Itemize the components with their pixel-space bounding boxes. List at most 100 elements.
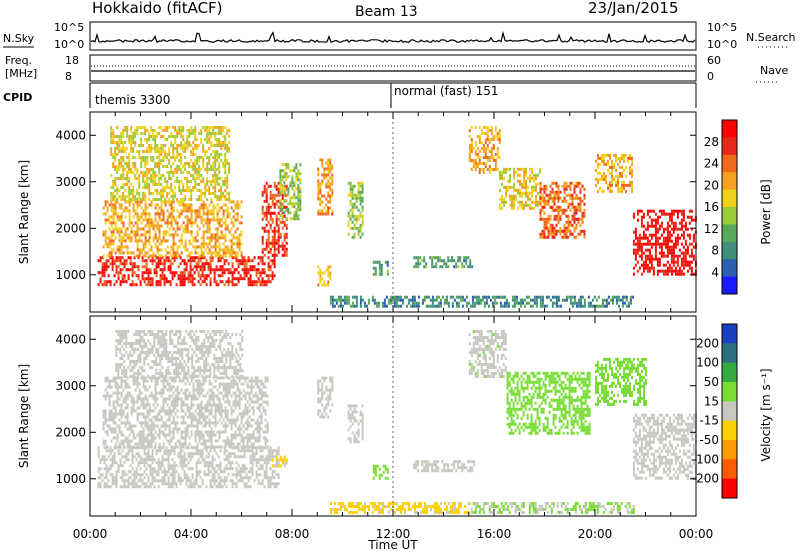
power-cell bbox=[259, 271, 262, 275]
power-cell bbox=[212, 212, 215, 216]
power-cell bbox=[571, 193, 574, 197]
power-cell bbox=[217, 283, 220, 287]
power-cell bbox=[480, 162, 483, 165]
power-cell bbox=[545, 235, 548, 239]
power-cell bbox=[118, 159, 121, 162]
velocity-cell bbox=[125, 479, 128, 483]
power-cell bbox=[471, 295, 474, 299]
power-cell bbox=[353, 304, 356, 308]
power-cell bbox=[644, 236, 647, 240]
power-cell bbox=[273, 238, 276, 242]
power-cell bbox=[124, 189, 127, 192]
power-cell bbox=[112, 248, 115, 252]
power-cell bbox=[559, 214, 562, 218]
power-cell bbox=[611, 162, 613, 166]
power-cell bbox=[455, 295, 458, 299]
power-cell bbox=[222, 141, 225, 144]
power-cell bbox=[533, 185, 535, 189]
power-cell bbox=[128, 251, 131, 255]
power-cell bbox=[656, 269, 659, 273]
power-cell bbox=[403, 295, 406, 299]
velocity-cell bbox=[195, 461, 198, 465]
power-cell bbox=[170, 200, 173, 204]
velocity-cell bbox=[197, 461, 200, 465]
velocity-cell bbox=[129, 476, 132, 480]
power-cell bbox=[535, 200, 537, 204]
power-cell bbox=[627, 301, 630, 305]
velocity-cell bbox=[183, 458, 186, 462]
power-cell bbox=[106, 245, 109, 249]
power-cell bbox=[170, 206, 173, 210]
power-cell bbox=[431, 262, 434, 266]
power-cell bbox=[128, 156, 131, 159]
power-cell bbox=[535, 301, 538, 305]
power-cell bbox=[349, 187, 352, 191]
power-cell bbox=[523, 176, 525, 180]
power-cell bbox=[505, 298, 508, 302]
power-cell bbox=[509, 176, 511, 180]
power-cell bbox=[569, 208, 572, 212]
power-cell bbox=[128, 153, 131, 156]
power-cell bbox=[148, 233, 151, 237]
power-cell bbox=[557, 217, 560, 221]
power-cell bbox=[607, 301, 610, 305]
power-cell bbox=[603, 174, 605, 178]
power-cell bbox=[271, 220, 274, 224]
power-cell bbox=[499, 295, 502, 299]
power-cell bbox=[468, 159, 471, 162]
power-cell bbox=[499, 301, 502, 305]
power-cell bbox=[117, 277, 120, 281]
power-cell bbox=[243, 259, 246, 263]
power-cell bbox=[191, 283, 194, 287]
power-cell bbox=[164, 239, 167, 243]
power-cell bbox=[553, 214, 556, 218]
power-cell bbox=[277, 190, 280, 194]
velocity-cell bbox=[119, 464, 122, 468]
power-cell bbox=[130, 168, 133, 171]
velocity-cell bbox=[209, 461, 212, 465]
power-cell bbox=[505, 188, 507, 192]
power-cell bbox=[124, 215, 127, 219]
power-cell bbox=[277, 229, 280, 233]
power-cell bbox=[417, 265, 420, 269]
power-cell bbox=[118, 147, 121, 150]
power-cell bbox=[269, 247, 272, 251]
power-cell bbox=[474, 144, 477, 147]
velocity-cell bbox=[157, 473, 160, 477]
power-cell bbox=[138, 239, 141, 243]
velocity-cell bbox=[127, 476, 130, 480]
power-cell bbox=[505, 301, 508, 305]
power-cell bbox=[224, 168, 227, 171]
velocity-cell bbox=[219, 476, 222, 480]
power-cell bbox=[561, 184, 564, 188]
power-cell bbox=[676, 227, 679, 231]
power-cell bbox=[519, 301, 522, 305]
power-cell bbox=[240, 200, 243, 204]
power-cell bbox=[325, 212, 328, 216]
velocity-region-1 bbox=[102, 376, 269, 449]
power-cell bbox=[271, 217, 274, 221]
power-cell bbox=[134, 129, 137, 132]
velocity-cell bbox=[235, 461, 238, 465]
power-cell bbox=[116, 141, 119, 144]
power-cell bbox=[170, 203, 173, 207]
velocity-cell bbox=[143, 470, 146, 474]
power-cell bbox=[615, 159, 617, 163]
power-cell bbox=[265, 238, 268, 242]
velocity-cell bbox=[271, 470, 274, 474]
power-cell bbox=[222, 248, 225, 252]
power-cell bbox=[569, 232, 572, 236]
power-cell bbox=[143, 259, 146, 263]
power-cell bbox=[279, 187, 282, 191]
power-cell bbox=[157, 262, 160, 266]
power-cell bbox=[131, 265, 134, 269]
velocity-cell bbox=[183, 452, 186, 456]
velocity-cell bbox=[104, 412, 107, 416]
power-cell bbox=[571, 196, 574, 200]
power-cell bbox=[160, 159, 163, 162]
power-cell bbox=[128, 135, 131, 138]
power-cell bbox=[117, 256, 120, 260]
power-cell bbox=[154, 189, 157, 192]
power-cell bbox=[638, 248, 641, 252]
power-cell bbox=[120, 239, 123, 243]
